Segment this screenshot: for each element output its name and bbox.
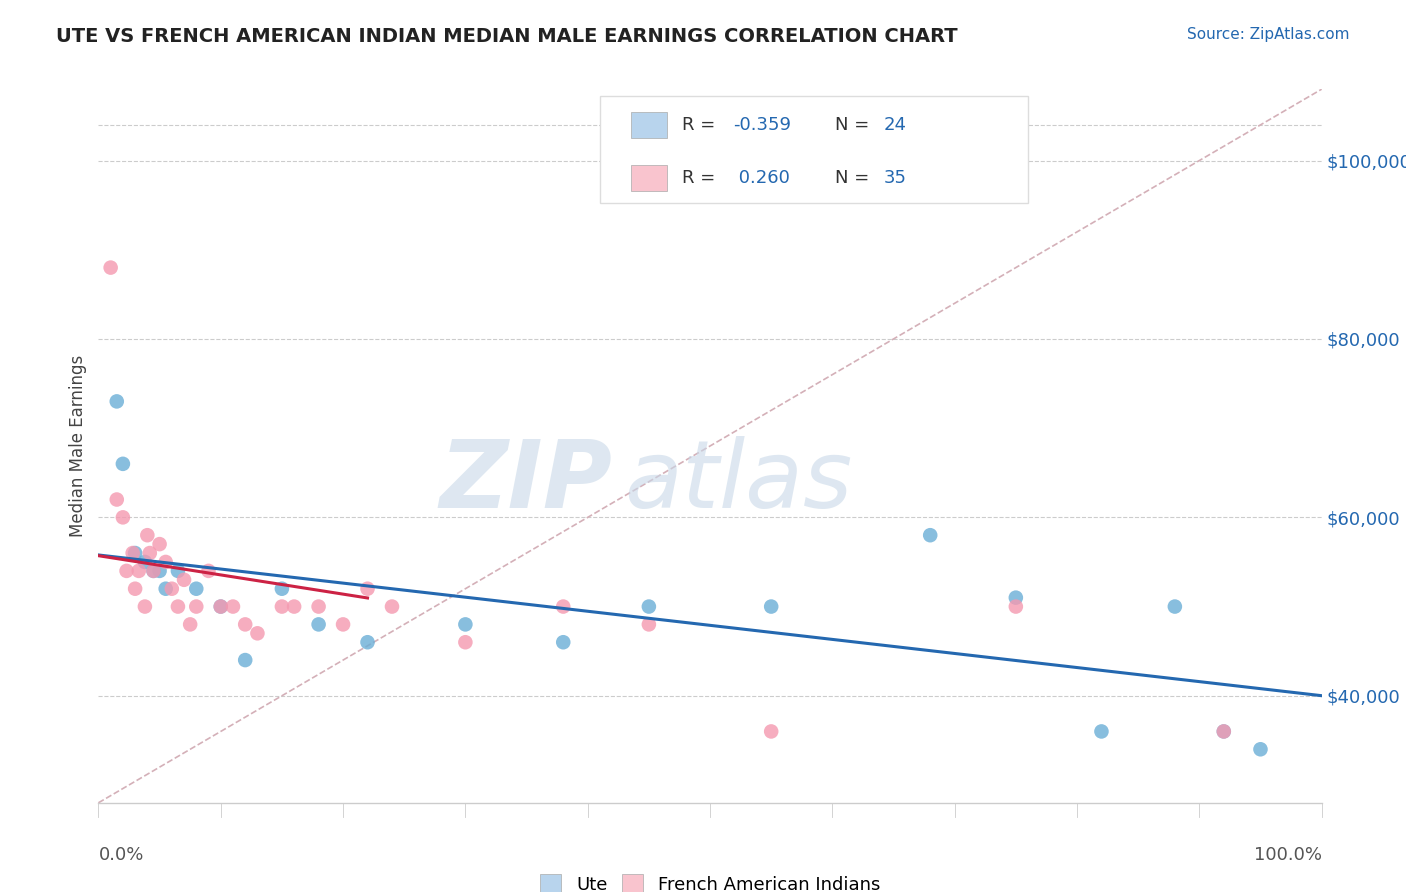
FancyBboxPatch shape: [600, 96, 1028, 203]
Point: [356, 635, 378, 649]
Text: 0.0%: 0.0%: [98, 846, 143, 863]
Text: 0.260: 0.260: [734, 169, 790, 187]
Text: N =: N =: [835, 169, 875, 187]
Point: [209, 599, 232, 614]
Text: atlas: atlas: [624, 436, 852, 527]
Text: ZIP: ZIP: [439, 435, 612, 528]
Point: [1004, 599, 1026, 614]
Point: [160, 582, 183, 596]
Point: [1090, 724, 1112, 739]
Point: [1250, 742, 1272, 756]
Point: [761, 599, 783, 614]
Point: [139, 546, 162, 560]
Point: [381, 599, 404, 614]
Point: [173, 573, 195, 587]
Text: R =: R =: [682, 169, 721, 187]
Point: [332, 617, 354, 632]
Point: [1212, 724, 1234, 739]
Point: [454, 635, 477, 649]
Point: [128, 564, 150, 578]
Point: [115, 564, 138, 578]
Point: [637, 617, 661, 632]
Point: [134, 555, 156, 569]
Point: [155, 555, 177, 569]
Point: [920, 528, 942, 542]
Point: [246, 626, 269, 640]
Point: [454, 617, 477, 632]
Point: [233, 617, 256, 632]
FancyBboxPatch shape: [630, 165, 668, 191]
Point: [553, 635, 575, 649]
Point: [1004, 591, 1026, 605]
Text: -0.359: -0.359: [734, 116, 792, 134]
Point: [270, 582, 294, 596]
Text: 35: 35: [884, 169, 907, 187]
Point: [124, 582, 146, 596]
Point: [121, 546, 143, 560]
Point: [124, 546, 146, 560]
Point: [136, 528, 159, 542]
Point: [149, 537, 172, 551]
Point: [167, 564, 190, 578]
Point: [105, 394, 128, 409]
Point: [283, 599, 305, 614]
Point: [308, 617, 330, 632]
Y-axis label: Median Male Earnings: Median Male Earnings: [69, 355, 87, 537]
Point: [179, 617, 201, 632]
FancyBboxPatch shape: [630, 112, 668, 137]
Point: [111, 510, 134, 524]
Point: [761, 724, 783, 739]
Text: 24: 24: [884, 116, 907, 134]
Point: [155, 582, 177, 596]
Point: [1164, 599, 1187, 614]
Point: [134, 599, 156, 614]
Point: [111, 457, 134, 471]
Legend: Ute, French American Indians: Ute, French American Indians: [540, 874, 880, 892]
Point: [1212, 724, 1234, 739]
Text: N =: N =: [835, 116, 875, 134]
Point: [222, 599, 245, 614]
Point: [142, 564, 165, 578]
Text: R =: R =: [682, 116, 721, 134]
Point: [356, 582, 378, 596]
Text: 100.0%: 100.0%: [1254, 846, 1322, 863]
Point: [553, 599, 575, 614]
Point: [637, 599, 661, 614]
Point: [149, 564, 172, 578]
Point: [167, 599, 190, 614]
Point: [270, 599, 294, 614]
Point: [105, 492, 128, 507]
Point: [197, 564, 219, 578]
Point: [186, 599, 208, 614]
Point: [308, 599, 330, 614]
Point: [209, 599, 232, 614]
Point: [233, 653, 256, 667]
Point: [142, 564, 165, 578]
Point: [186, 582, 208, 596]
Text: UTE VS FRENCH AMERICAN INDIAN MEDIAN MALE EARNINGS CORRELATION CHART: UTE VS FRENCH AMERICAN INDIAN MEDIAN MAL…: [56, 27, 957, 45]
Text: Source: ZipAtlas.com: Source: ZipAtlas.com: [1187, 27, 1350, 42]
Point: [100, 260, 122, 275]
